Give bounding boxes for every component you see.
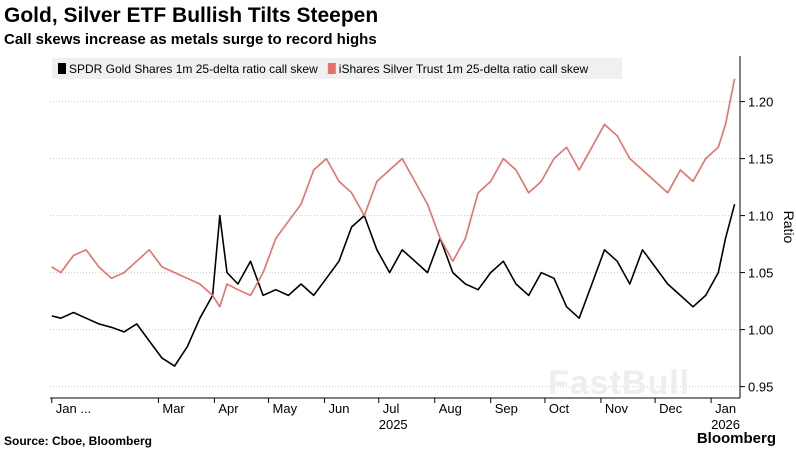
- x-tick-label: Jul: [383, 401, 400, 416]
- legend-label-silver: iShares Silver Trust 1m 25-delta ratio c…: [339, 62, 589, 76]
- x-tick-label: Sep: [495, 401, 518, 416]
- x-year-label: 2026: [711, 417, 740, 432]
- series-line-gold: [51, 203, 736, 367]
- source-note: Source: Cboe, Bloomberg: [4, 434, 153, 448]
- y-tick-label: 1.05: [748, 266, 773, 281]
- y-tick-label: 0.95: [748, 380, 773, 395]
- chart-title: Gold, Silver ETF Bullish Tilts Steepen: [4, 4, 379, 27]
- x-tick-label: Jan ...: [56, 401, 91, 416]
- legend-swatch-gold: [58, 63, 66, 74]
- y-tick-label: 1.20: [748, 95, 773, 110]
- legend-box: [52, 58, 622, 79]
- y-axis-label: Ratio: [781, 211, 796, 244]
- x-tick-label: Dec: [659, 401, 683, 416]
- x-tick-label: Jun: [329, 401, 350, 416]
- x-tick-label: Aug: [439, 401, 462, 416]
- y-tick-label: 1.00: [748, 323, 773, 338]
- legend-label-gold: SPDR Gold Shares 1m 25-delta ratio call …: [69, 62, 318, 76]
- y-tick-label: 1.15: [748, 152, 773, 167]
- x-tick-label: Nov: [605, 401, 629, 416]
- x-tick-label: May: [273, 401, 298, 416]
- brand-logo-text: Bloomberg: [696, 430, 776, 447]
- watermark-text: FastBull: [548, 364, 691, 402]
- chart-subtitle: Call skews increase as metals surge to r…: [4, 31, 377, 48]
- y-tick-label: 1.10: [748, 209, 773, 224]
- x-tick-label: Mar: [162, 401, 185, 416]
- x-tick-label: Jan: [715, 401, 736, 416]
- x-year-label: 2025: [379, 417, 408, 432]
- x-tick-label: Apr: [218, 401, 239, 416]
- legend-swatch-silver: [327, 63, 336, 74]
- series-line-silver: [51, 78, 736, 308]
- x-tick-label: Oct: [549, 401, 570, 416]
